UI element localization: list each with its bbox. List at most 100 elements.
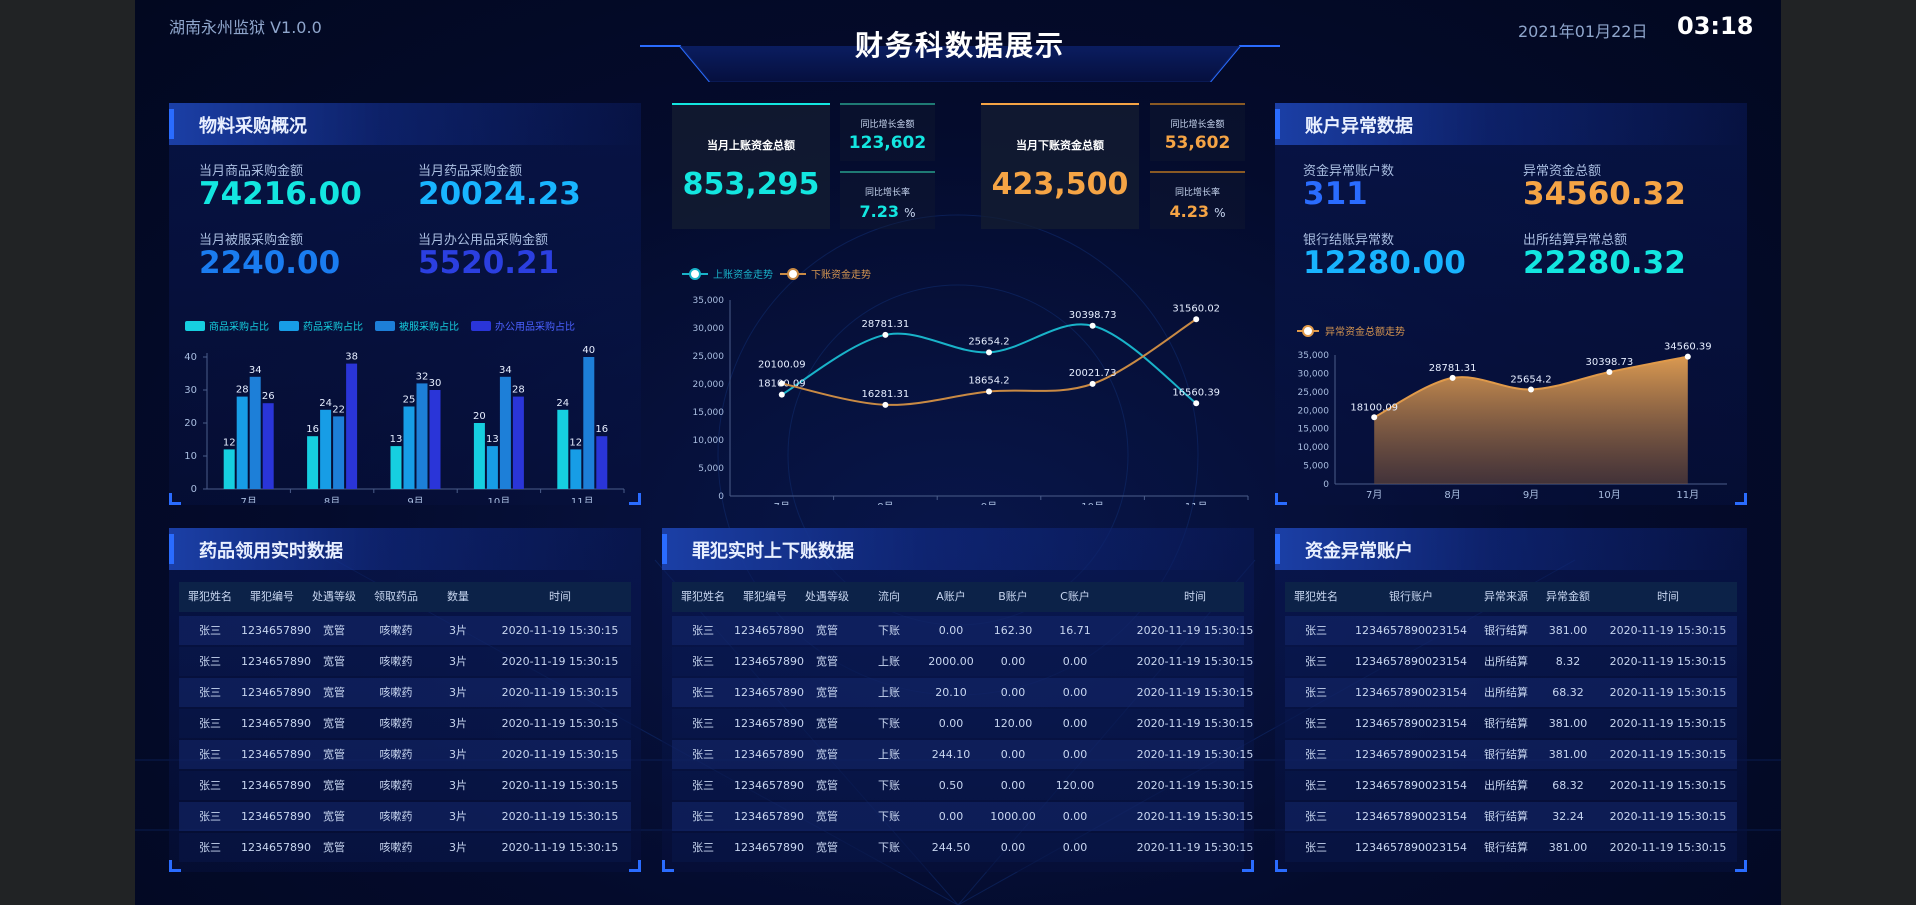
table-cell: 2020-11-19 15:30:15 bbox=[1136, 686, 1254, 699]
table-cell: 1234657890 bbox=[734, 717, 804, 730]
line-y-tick-1: 5,000 bbox=[698, 464, 724, 474]
table-row: 张三 1234657890023154 银行结算 381.00 2020-11-19 1… bbox=[1285, 833, 1737, 862]
area-x-tick-2: 9月 bbox=[1523, 489, 1539, 501]
line-x-tick-0: 7月 bbox=[774, 501, 790, 505]
table-cell: 1234657890023154 bbox=[1355, 841, 1467, 854]
table-header: 罪犯姓名 罪犯编号 处遇等级 领取药品 数量 时间 bbox=[179, 582, 631, 612]
column-header: B账户 bbox=[998, 590, 1028, 603]
column-header: 罪犯姓名 bbox=[681, 590, 725, 603]
bar-2-0 bbox=[390, 446, 402, 489]
table-cell: 1234657890 bbox=[241, 717, 311, 730]
system-name: 湖南永州监狱 V1.0.0 bbox=[169, 18, 322, 37]
legend-swatch-1 bbox=[279, 321, 299, 331]
purchase-value-2: 20024.23 bbox=[418, 176, 581, 212]
table-cell: 张三 bbox=[1305, 779, 1327, 792]
table-cell: 张三 bbox=[692, 779, 714, 792]
line-y-tick-6: 30,000 bbox=[693, 324, 725, 334]
bar-4-2 bbox=[583, 357, 595, 489]
bar-label-1-2: 22 bbox=[332, 404, 345, 415]
table-cell: 16.71 bbox=[1059, 624, 1091, 637]
fund-abnormal-panel: 资金异常账户 罪犯姓名 银行账户 异常来源 异常金额 时间 张三 1234657890023… bbox=[1275, 528, 1747, 872]
table-cell: 2020-11-19 15:30:15 bbox=[1136, 748, 1254, 761]
table-row: 张三 1234657890 宽管 咳嗽药 3片 2020-11-19 15:30:15 bbox=[179, 802, 631, 831]
x-tick-2: 9月 bbox=[407, 496, 423, 503]
medicine-panel-title: 药品领用实时数据 bbox=[199, 541, 343, 562]
bar-1-2 bbox=[333, 416, 345, 489]
table-cell: 32.24 bbox=[1552, 810, 1584, 823]
y-tick-2: 20 bbox=[184, 418, 197, 429]
bar-3-1 bbox=[486, 446, 498, 489]
column-header: 时间 bbox=[549, 590, 571, 603]
table-cell: 张三 bbox=[199, 624, 221, 637]
table-row: 张三 1234657890023154 银行结算 381.00 2020-11-19 1… bbox=[1285, 616, 1737, 645]
bar-2-2 bbox=[416, 383, 428, 489]
table-cell: 8.32 bbox=[1555, 655, 1581, 668]
area-point-0 bbox=[1371, 414, 1378, 421]
table-cell: 宽管 bbox=[323, 779, 345, 792]
medicine-panel-header: 药品领用实时数据 bbox=[169, 528, 641, 570]
table-row: 张三 1234657890 宽管 上账 2000.00 0.00 0.00 2020-11-1… bbox=[672, 647, 1253, 676]
table-cell: 2020-11-19 15:30:15 bbox=[501, 624, 619, 637]
bar-label-2-2: 32 bbox=[416, 371, 429, 382]
table-row: 张三 1234657890023154 出所结算 8.32 2020-11-19 15:… bbox=[1285, 647, 1737, 676]
account-flow-panel: 罪犯实时上下账数据 罪犯姓名 罪犯编号 处遇等级 流向 A账户 B账户 C账户 时间 张三 123… bbox=[662, 528, 1254, 872]
table-row: 张三 1234657890023154 出所结算 68.32 2020-11-19 15… bbox=[1285, 771, 1737, 800]
table-cell: 2000.00 bbox=[928, 655, 974, 668]
legend-label-0: 商品采购占比 bbox=[209, 320, 269, 333]
table-cell: 3片 bbox=[449, 655, 467, 668]
table-cell: 出所结算 bbox=[1484, 779, 1528, 792]
purchase-label-2: 当月药品采购金额 bbox=[418, 164, 523, 179]
area-point-label-2: 25654.2 bbox=[1510, 374, 1551, 385]
down-growth-amount: 53,602 bbox=[1164, 133, 1231, 153]
table-cell: 宽管 bbox=[816, 655, 838, 668]
bar-label-3-3: 28 bbox=[512, 385, 525, 396]
area-y-tick-0: 0 bbox=[1323, 480, 1329, 490]
bar-2-1 bbox=[403, 406, 415, 489]
area-x-tick-1: 8月 bbox=[1444, 489, 1460, 501]
table-cell: 下账 bbox=[878, 779, 900, 792]
table-cell: 银行结算 bbox=[1484, 841, 1528, 854]
area-point-4 bbox=[1684, 353, 1691, 360]
bar-2-3 bbox=[429, 390, 441, 489]
bar-label-2-1: 25 bbox=[403, 395, 416, 406]
table-cell: 2020-11-19 15:30:15 bbox=[501, 748, 619, 761]
area-legend-dot bbox=[1302, 325, 1314, 337]
table-cell: 3片 bbox=[449, 686, 467, 699]
purchase-value-4: 5520.21 bbox=[418, 245, 560, 281]
area-point-label-1: 28781.31 bbox=[1429, 363, 1477, 374]
table-cell: 宽管 bbox=[323, 841, 345, 854]
table-header: 罪犯姓名 罪犯编号 处遇等级 流向 A账户 B账户 C账户 时间 bbox=[672, 582, 1244, 612]
table-cell: 0.00 bbox=[1000, 748, 1026, 761]
table-row: 张三 1234657890 宽管 咳嗽药 3片 2020-11-19 15:30:15 bbox=[179, 709, 631, 738]
bar-label-2-3: 30 bbox=[429, 378, 442, 389]
table-cell: 咳嗽药 bbox=[379, 748, 413, 761]
column-header: 异常金额 bbox=[1546, 590, 1590, 603]
table-row: 张三 1234657890 宽管 上账 20.10 0.00 0.00 2020-11-19 … bbox=[672, 678, 1253, 707]
table-cell: 3片 bbox=[449, 810, 467, 823]
legend-label-1: 药品采购占比 bbox=[303, 320, 363, 333]
point-label-0-4: 16560.39 bbox=[1172, 387, 1220, 398]
account-flow-table: 罪犯姓名 罪犯编号 处遇等级 流向 A账户 B账户 C账户 时间张三 1234657890 宽管下… bbox=[672, 582, 1253, 862]
table-cell: 0.00 bbox=[1000, 779, 1026, 792]
table-cell: 张三 bbox=[1305, 717, 1327, 730]
point-0-3 bbox=[1089, 322, 1096, 329]
point-0-4 bbox=[1193, 400, 1200, 407]
bar-label-4-1: 12 bbox=[569, 437, 582, 448]
table-cell: 宽管 bbox=[323, 624, 345, 637]
area-y-tick-6: 30,000 bbox=[1298, 369, 1330, 379]
table-cell: 银行结算 bbox=[1484, 624, 1528, 637]
up-growth-amount: 123,602 bbox=[848, 133, 927, 153]
table-cell: 162.30 bbox=[993, 624, 1033, 637]
point-label-0-2: 25654.2 bbox=[968, 336, 1009, 347]
title-frame bbox=[640, 45, 1280, 82]
table-cell: 下账 bbox=[878, 841, 900, 854]
area-y-tick-5: 25,000 bbox=[1298, 388, 1330, 398]
table-cell: 1234657890 bbox=[734, 748, 804, 761]
table-cell: 张三 bbox=[199, 779, 221, 792]
table-cell: 张三 bbox=[692, 810, 714, 823]
bar-label-1-0: 16 bbox=[306, 424, 319, 435]
table-cell: 0.00 bbox=[938, 717, 964, 730]
table-cell: 1234657890 bbox=[734, 686, 804, 699]
table-cell: 张三 bbox=[1305, 624, 1327, 637]
table-cell: 张三 bbox=[1305, 686, 1327, 699]
